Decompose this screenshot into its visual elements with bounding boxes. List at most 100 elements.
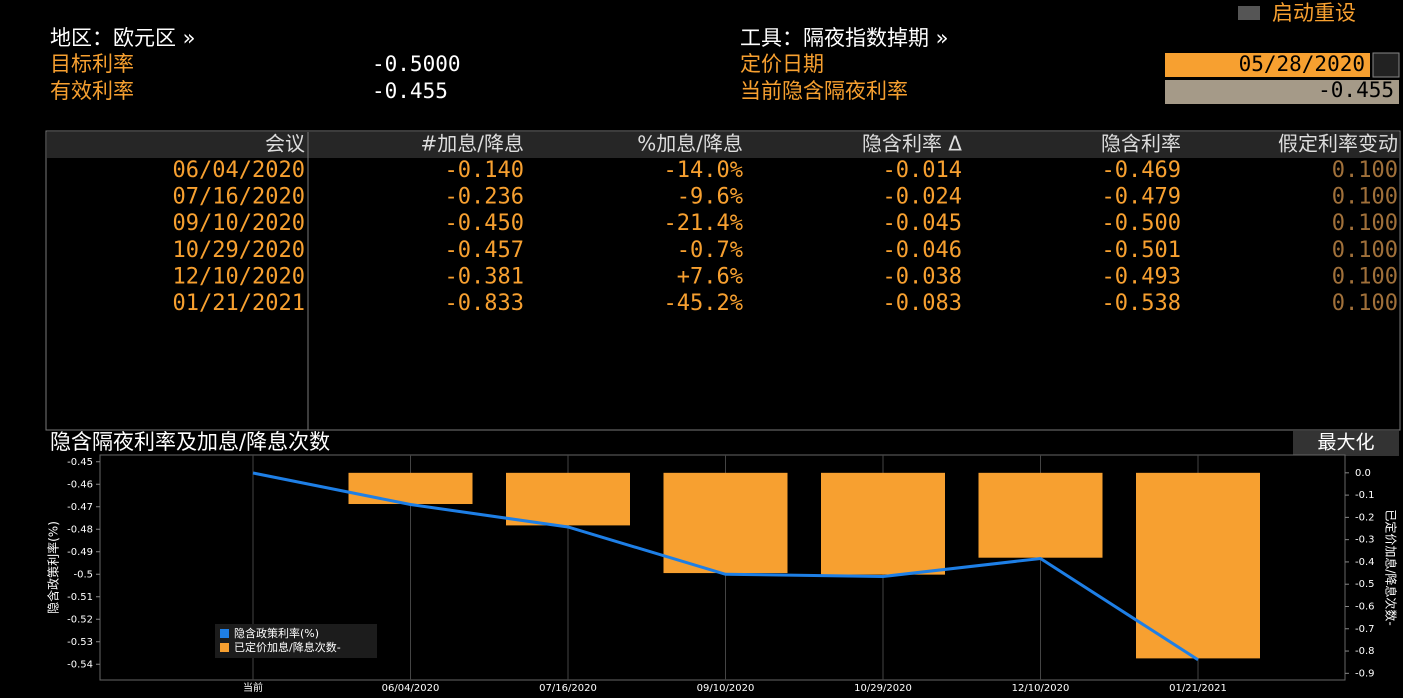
- table-cell: -45.2%: [664, 291, 743, 316]
- reset-button[interactable]: 启动重设: [1272, 1, 1356, 25]
- table-cell: +7.6%: [677, 264, 743, 289]
- y-tick-label: -0.49: [67, 547, 93, 558]
- bar: [821, 472, 945, 575]
- y-tick-label: -0.54: [67, 659, 93, 670]
- line: [252, 471, 1199, 662]
- calendar-button[interactable]: [1372, 52, 1400, 78]
- x-tick-label: 01/21/2021: [1169, 683, 1227, 694]
- date-field[interactable]: [1165, 53, 1370, 77]
- column-header: 隐含利率 Δ: [862, 132, 962, 156]
- x-tick-label: 06/04/2020: [382, 683, 440, 694]
- y-tick-label: -0.51: [67, 592, 93, 603]
- table-cell: -0.024: [883, 185, 962, 210]
- y-tick-label: -0.46: [67, 479, 93, 490]
- table-cell: 10/29/2020: [173, 238, 305, 263]
- legend-swatch: [220, 629, 229, 638]
- table-cell: -0.083: [883, 291, 962, 316]
- table-cell: -0.500: [1102, 211, 1181, 236]
- maximize-label[interactable]: 最大化: [1317, 432, 1374, 454]
- column-header: %加息/降息: [637, 132, 743, 156]
- table-cell: 09/10/2020: [173, 211, 305, 236]
- table-cell: -0.140: [445, 158, 524, 183]
- y-tick-label: -0.5: [73, 569, 93, 580]
- implied-rate-field: [1165, 80, 1399, 104]
- bar: [348, 472, 473, 505]
- table-cell: 07/16/2020: [173, 185, 305, 210]
- y2-tick-label: -0.2: [1355, 512, 1375, 523]
- y2-tick-label: 0.0: [1355, 468, 1371, 479]
- x-tick-label: 当前: [243, 681, 263, 694]
- y-axis-label: 隐含政策利率(%): [46, 521, 61, 614]
- chart-title: 隐含隔夜利率及加息/降息次数: [50, 430, 330, 454]
- effective-rate-label: 有效利率: [50, 79, 134, 103]
- y2-tick-label: -0.5: [1355, 579, 1375, 590]
- table-cell: -0.045: [883, 211, 962, 236]
- table-cell: -0.450: [445, 211, 524, 236]
- maximize-button[interactable]: [1293, 431, 1399, 456]
- table-cell: -0.501: [1102, 238, 1181, 263]
- x-tick-label: 10/29/2020: [854, 683, 912, 694]
- table-cell: -0.7%: [677, 238, 743, 263]
- table-cell: -0.493: [1102, 264, 1181, 289]
- table-header-bg: [47, 132, 1399, 158]
- bar: [978, 472, 1103, 558]
- y2-tick-label: -0.8: [1355, 646, 1375, 657]
- x-tick-label: 12/10/2020: [1012, 683, 1070, 694]
- table-cell: 0.100: [1332, 185, 1398, 210]
- reset-checkbox[interactable]: [1238, 6, 1260, 20]
- table-frame: [45, 130, 1401, 431]
- column-header: #加息/降息: [421, 132, 525, 156]
- implied-rate-label: 当前隐含隔夜利率: [740, 79, 908, 103]
- y-tick-label: -0.52: [67, 614, 93, 625]
- target-rate: -0.5000: [372, 52, 461, 76]
- x-tick-label: 09/10/2020: [697, 683, 755, 694]
- target-rate-label: 目标利率: [50, 52, 134, 76]
- table-cell: 01/21/2021: [173, 291, 305, 316]
- table-cell: -0.014: [883, 158, 962, 183]
- column-header: 会议: [265, 132, 305, 156]
- legend-bg: [215, 624, 377, 658]
- table-cell: -0.833: [445, 291, 524, 316]
- bar: [663, 472, 788, 574]
- y2-tick-label: -0.7: [1355, 624, 1375, 635]
- instrument-label[interactable]: 工具：隔夜指数掉期 »: [740, 26, 949, 50]
- table-cell: 06/04/2020: [173, 158, 305, 183]
- table-cell: -0.479: [1102, 185, 1181, 210]
- table-cell: -0.038: [883, 264, 962, 289]
- implied-rate: -0.455: [1318, 78, 1394, 102]
- y2-tick-label: -0.1: [1355, 490, 1375, 501]
- table-cell: 0.100: [1332, 264, 1398, 289]
- table-cell: 12/10/2020: [173, 264, 305, 289]
- y-tick-label: -0.48: [67, 524, 93, 535]
- y2-tick-label: -0.9: [1355, 668, 1375, 679]
- y2-tick-label: -0.4: [1355, 557, 1375, 568]
- column-header: 假定利率变动: [1278, 132, 1398, 156]
- y-tick-label: -0.53: [67, 637, 93, 648]
- table-cell: 0.100: [1332, 238, 1398, 263]
- table-cell: 0.100: [1332, 158, 1398, 183]
- column-header: 隐含利率: [1101, 132, 1181, 156]
- table-cell: -14.0%: [664, 158, 743, 183]
- x-tick-label: 07/16/2020: [539, 683, 597, 694]
- table-cell: -0.469: [1102, 158, 1181, 183]
- table-cell: -0.381: [445, 264, 524, 289]
- table-cell: -21.4%: [664, 211, 743, 236]
- pricing-date[interactable]: 05/28/2020: [1239, 52, 1365, 76]
- table-cell: -9.6%: [677, 185, 743, 210]
- legend-label: 已定价加息/降息次数-: [234, 640, 341, 654]
- y-tick-label: -0.47: [67, 502, 93, 513]
- table-cell: 0.100: [1332, 211, 1398, 236]
- bar: [506, 472, 630, 526]
- table-cell: -0.236: [445, 185, 524, 210]
- legend-label: 隐含政策利率(%): [234, 626, 319, 640]
- table-cell: 0.100: [1332, 291, 1398, 316]
- pricing-date-label: 定价日期: [740, 52, 824, 76]
- table-cell: -0.538: [1102, 291, 1181, 316]
- table-cell: -0.046: [883, 238, 962, 263]
- bar: [1136, 472, 1260, 659]
- region-label[interactable]: 地区：欧元区 »: [50, 26, 196, 50]
- y2-tick-label: -0.6: [1355, 601, 1375, 612]
- legend-swatch: [220, 643, 229, 652]
